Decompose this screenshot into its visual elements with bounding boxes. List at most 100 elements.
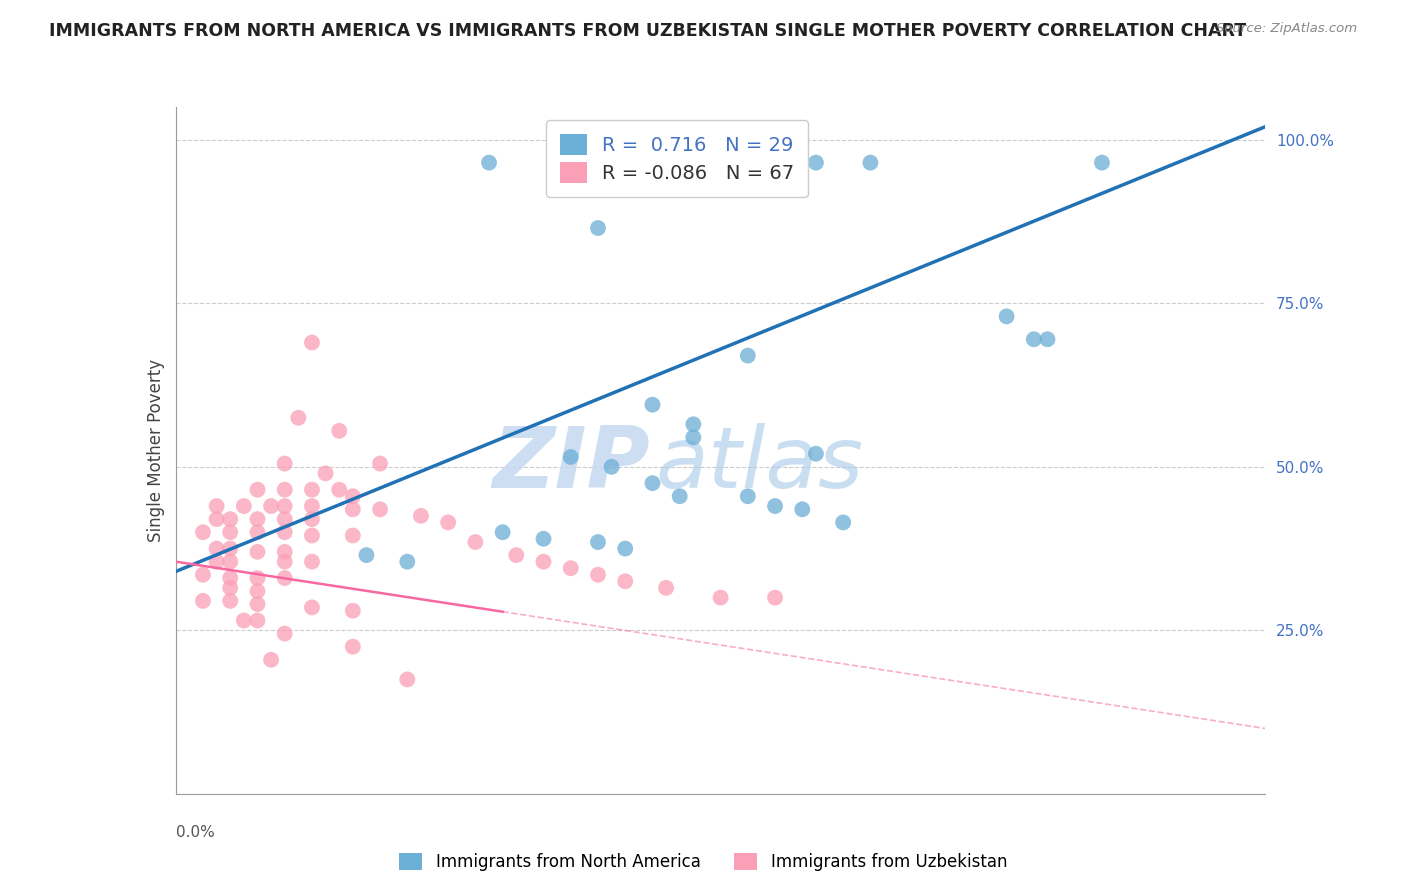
Point xyxy=(586,221,609,235)
Point xyxy=(655,581,678,595)
Point xyxy=(682,417,704,432)
Point xyxy=(533,555,555,569)
Point xyxy=(409,508,432,523)
Text: Source: ZipAtlas.com: Source: ZipAtlas.com xyxy=(1216,22,1357,36)
Point xyxy=(219,541,242,556)
Point xyxy=(219,555,242,569)
Point xyxy=(859,155,882,169)
Point xyxy=(478,155,501,169)
Point xyxy=(287,410,309,425)
Point xyxy=(328,483,350,497)
Point xyxy=(246,512,269,526)
Point xyxy=(301,600,323,615)
Point xyxy=(1091,155,1114,169)
Point xyxy=(342,502,364,516)
Point xyxy=(274,512,297,526)
Point xyxy=(232,499,254,513)
Point xyxy=(274,483,297,497)
Point xyxy=(832,516,855,530)
Point xyxy=(274,499,297,513)
Point xyxy=(668,489,690,503)
Point xyxy=(342,489,364,503)
Point xyxy=(260,653,283,667)
Point xyxy=(464,535,486,549)
Point xyxy=(641,476,664,491)
Point xyxy=(368,502,391,516)
Point xyxy=(205,512,228,526)
Point xyxy=(396,673,419,687)
Point xyxy=(614,574,637,589)
Point xyxy=(301,512,323,526)
Point xyxy=(301,483,323,497)
Point xyxy=(533,532,555,546)
Point xyxy=(246,614,269,628)
Point xyxy=(219,594,242,608)
Point xyxy=(778,155,800,169)
Text: 0.0%: 0.0% xyxy=(176,825,215,839)
Point xyxy=(396,555,419,569)
Point xyxy=(301,335,323,350)
Point xyxy=(342,604,364,618)
Y-axis label: Single Mother Poverty: Single Mother Poverty xyxy=(146,359,165,542)
Point xyxy=(600,459,623,474)
Legend: Immigrants from North America, Immigrants from Uzbekistan: Immigrants from North America, Immigrant… xyxy=(391,845,1015,880)
Text: IMMIGRANTS FROM NORTH AMERICA VS IMMIGRANTS FROM UZBEKISTAN SINGLE MOTHER POVERT: IMMIGRANTS FROM NORTH AMERICA VS IMMIGRA… xyxy=(49,22,1246,40)
Point xyxy=(246,483,269,497)
Point xyxy=(505,548,527,562)
Point xyxy=(246,571,269,585)
Point xyxy=(274,457,297,471)
Point xyxy=(274,555,297,569)
Legend: R =  0.716   N = 29, R = -0.086   N = 67: R = 0.716 N = 29, R = -0.086 N = 67 xyxy=(546,120,808,196)
Point xyxy=(232,614,254,628)
Text: ZIP: ZIP xyxy=(492,423,650,506)
Point xyxy=(205,555,228,569)
Point xyxy=(191,567,214,582)
Point xyxy=(274,525,297,540)
Point xyxy=(205,499,228,513)
Point xyxy=(219,571,242,585)
Point xyxy=(342,528,364,542)
Point xyxy=(560,561,582,575)
Point xyxy=(763,499,786,513)
Text: atlas: atlas xyxy=(655,423,863,506)
Point xyxy=(191,594,214,608)
Point xyxy=(246,545,269,559)
Point xyxy=(368,457,391,471)
Point xyxy=(437,516,460,530)
Point xyxy=(301,555,323,569)
Point xyxy=(301,499,323,513)
Point xyxy=(219,525,242,540)
Point xyxy=(274,545,297,559)
Point xyxy=(205,541,228,556)
Point xyxy=(246,597,269,611)
Point xyxy=(328,424,350,438)
Point xyxy=(342,640,364,654)
Point xyxy=(1022,332,1045,346)
Point xyxy=(682,430,704,444)
Point xyxy=(737,489,759,503)
Point xyxy=(614,541,637,556)
Point xyxy=(995,310,1018,324)
Point xyxy=(751,155,773,169)
Point xyxy=(274,571,297,585)
Point xyxy=(301,528,323,542)
Point xyxy=(586,535,609,549)
Point xyxy=(792,502,814,516)
Point xyxy=(219,581,242,595)
Point xyxy=(1036,332,1059,346)
Point xyxy=(219,512,242,526)
Point xyxy=(804,155,827,169)
Point xyxy=(763,591,786,605)
Point xyxy=(315,467,337,481)
Point xyxy=(492,525,515,540)
Point xyxy=(641,398,664,412)
Point xyxy=(191,525,214,540)
Point xyxy=(246,525,269,540)
Point xyxy=(260,499,283,513)
Point xyxy=(804,447,827,461)
Point xyxy=(356,548,378,562)
Point xyxy=(586,567,609,582)
Point xyxy=(737,349,759,363)
Point xyxy=(246,584,269,599)
Point xyxy=(560,450,582,464)
